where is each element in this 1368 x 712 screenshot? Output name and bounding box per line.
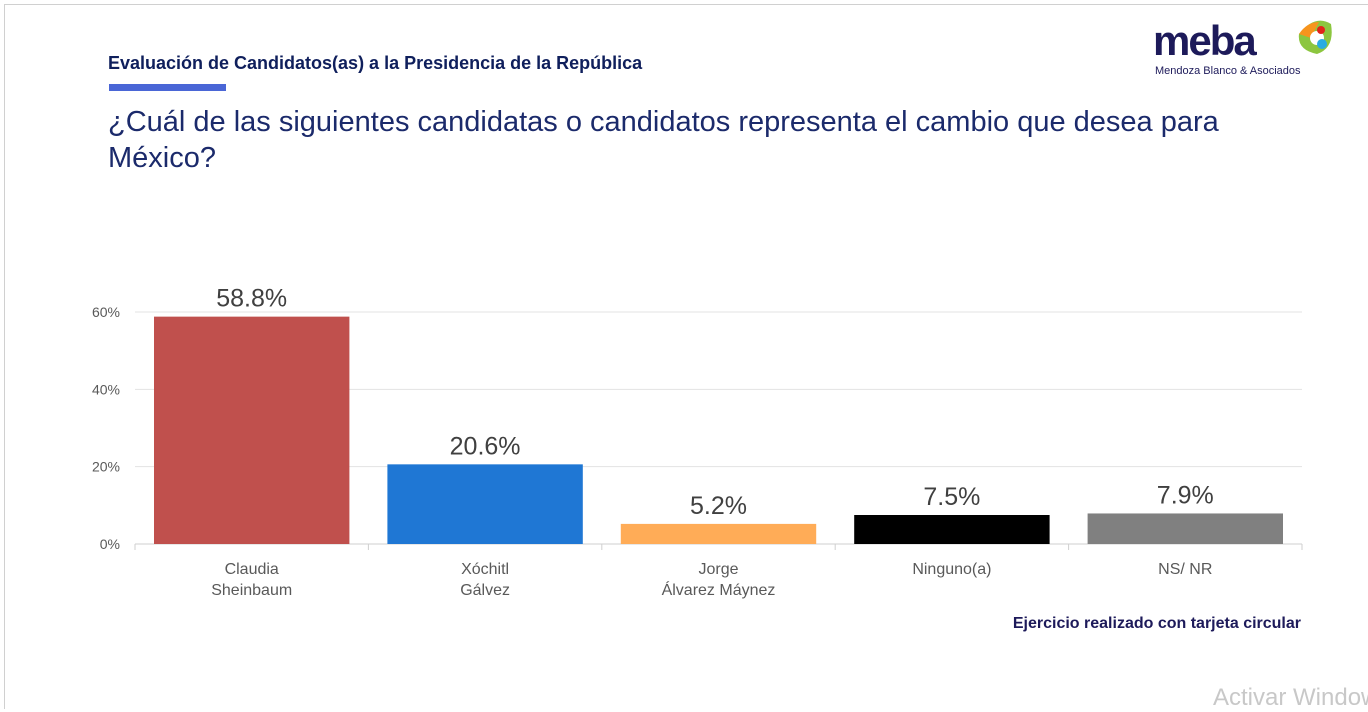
data-label: 7.5% bbox=[923, 483, 980, 511]
bar bbox=[620, 523, 817, 544]
x-category-label: Xóchitl bbox=[461, 561, 509, 578]
y-tick-label: 60% bbox=[92, 304, 120, 320]
x-category-label: NS/ NR bbox=[1158, 561, 1212, 578]
data-label: 20.6% bbox=[450, 432, 521, 460]
y-tick-label: 0% bbox=[100, 536, 120, 552]
logo-word: meba bbox=[1153, 17, 1257, 64]
x-category-label: Claudia bbox=[225, 561, 279, 578]
x-category-label: Ninguno(a) bbox=[912, 561, 991, 578]
question-title: ¿Cuál de las siguientes candidatas o can… bbox=[108, 106, 1219, 174]
data-label: 5.2% bbox=[690, 492, 747, 520]
footnote: Ejercicio realizado con tarjeta circular bbox=[1012, 615, 1301, 632]
meba-logo: meba Mendoza Blanco & Asociados bbox=[1153, 18, 1338, 82]
bar bbox=[387, 464, 583, 544]
x-category-label: Jorge bbox=[698, 561, 738, 578]
y-tick-label: 20% bbox=[92, 459, 120, 475]
section-title: Evaluación de Candidatos(as) a la Presid… bbox=[108, 53, 643, 73]
logo-subtitle: Mendoza Blanco & Asociados bbox=[1155, 65, 1301, 77]
data-label: 58.8% bbox=[216, 285, 287, 313]
logo-emblem-icon bbox=[1298, 20, 1332, 55]
bar bbox=[854, 515, 1050, 544]
bar bbox=[154, 316, 350, 544]
y-tick-label: 40% bbox=[92, 381, 120, 397]
x-category-label: Gálvez bbox=[460, 582, 510, 599]
slide-frame bbox=[4, 4, 1368, 709]
activation-watermark: Activar Windows bbox=[1213, 684, 1368, 711]
x-category-label: Sheinbaum bbox=[211, 582, 292, 599]
x-category-label: Álvarez Máynez bbox=[662, 580, 776, 599]
bar bbox=[1087, 513, 1283, 544]
data-label: 7.9% bbox=[1157, 481, 1214, 509]
accent-bar bbox=[109, 84, 226, 91]
